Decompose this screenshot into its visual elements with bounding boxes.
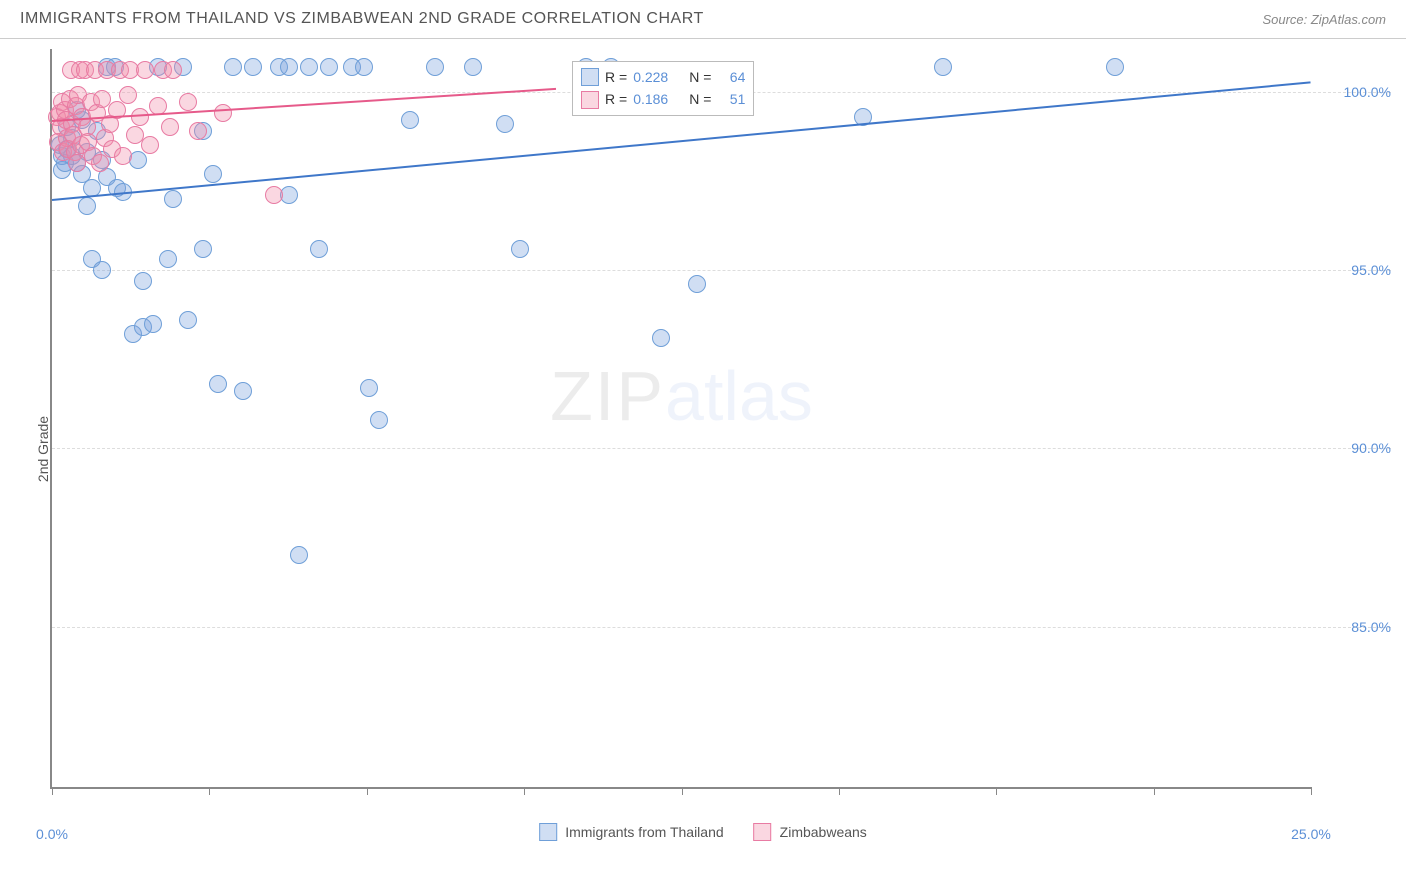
legend-swatch — [581, 68, 599, 86]
chart-header: IMMIGRANTS FROM THAILAND VS ZIMBABWEAN 2… — [0, 0, 1406, 39]
data-point — [234, 382, 252, 400]
data-point — [355, 58, 373, 76]
bottom-legend-label: Zimbabweans — [780, 824, 867, 840]
data-point — [290, 546, 308, 564]
data-point — [496, 115, 514, 133]
x-tick-mark — [209, 787, 210, 795]
plot-region: ZIPatlas 100.0%95.0%90.0%85.0%0.0%25.0%R… — [50, 49, 1311, 789]
watermark: ZIPatlas — [550, 356, 813, 436]
data-point — [511, 240, 529, 258]
data-point — [164, 190, 182, 208]
x-tick-mark — [996, 787, 997, 795]
chart-source: Source: ZipAtlas.com — [1262, 12, 1386, 27]
gridline — [52, 448, 1391, 449]
bottom-legend: Immigrants from Thailand Zimbabweans — [539, 823, 867, 841]
legend-swatch — [754, 823, 772, 841]
legend-n-label: N = — [689, 66, 711, 88]
legend-row: R = 0.228 N = 64 — [581, 66, 745, 88]
legend-n-label: N = — [689, 88, 711, 110]
data-point — [93, 261, 111, 279]
x-tick-mark — [524, 787, 525, 795]
legend-n-value: 51 — [717, 88, 745, 110]
data-point — [194, 240, 212, 258]
chart-area: 2nd Grade ZIPatlas 100.0%95.0%90.0%85.0%… — [0, 39, 1406, 859]
gridline — [52, 270, 1391, 271]
y-axis-label: 2nd Grade — [35, 416, 51, 482]
legend-row: R = 0.186 N = 51 — [581, 88, 745, 110]
legend-r-value: 0.228 — [633, 66, 683, 88]
data-point — [159, 250, 177, 268]
legend-n-value: 64 — [717, 66, 745, 88]
y-tick-label: 95.0% — [1321, 262, 1391, 278]
data-point — [136, 61, 154, 79]
legend-swatch — [581, 91, 599, 109]
legend-r-label: R = — [605, 66, 627, 88]
data-point — [934, 58, 952, 76]
x-tick-label-right: 25.0% — [1291, 826, 1331, 842]
data-point — [320, 58, 338, 76]
x-tick-mark — [367, 787, 368, 795]
x-tick-mark — [52, 787, 53, 795]
data-point — [370, 411, 388, 429]
legend-r-value: 0.186 — [633, 88, 683, 110]
gridline — [52, 627, 1391, 628]
watermark-atlas: atlas — [665, 357, 813, 435]
data-point — [119, 86, 137, 104]
data-point — [204, 165, 222, 183]
data-point — [164, 61, 182, 79]
y-tick-label: 100.0% — [1321, 84, 1391, 100]
data-point — [209, 375, 227, 393]
data-point — [464, 58, 482, 76]
data-point — [360, 379, 378, 397]
data-point — [179, 93, 197, 111]
data-point — [161, 118, 179, 136]
data-point — [244, 58, 262, 76]
x-tick-mark — [682, 787, 683, 795]
data-point — [78, 197, 96, 215]
x-tick-mark — [839, 787, 840, 795]
data-point — [189, 122, 207, 140]
chart-title: IMMIGRANTS FROM THAILAND VS ZIMBABWEAN 2… — [20, 10, 704, 28]
y-tick-label: 85.0% — [1321, 619, 1391, 635]
watermark-zip: ZIP — [550, 357, 665, 435]
data-point — [214, 104, 232, 122]
data-point — [426, 58, 444, 76]
data-point — [114, 147, 132, 165]
data-point — [300, 58, 318, 76]
data-point — [141, 136, 159, 154]
data-point — [91, 154, 109, 172]
y-tick-label: 90.0% — [1321, 440, 1391, 456]
data-point — [179, 311, 197, 329]
bottom-legend-item: Immigrants from Thailand — [539, 823, 723, 841]
bottom-legend-label: Immigrants from Thailand — [565, 824, 723, 840]
data-point — [134, 272, 152, 290]
x-tick-label-left: 0.0% — [36, 826, 68, 842]
data-point — [1106, 58, 1124, 76]
data-point — [310, 240, 328, 258]
legend-r-label: R = — [605, 88, 627, 110]
x-tick-mark — [1311, 787, 1312, 795]
data-point — [688, 275, 706, 293]
legend-swatch — [539, 823, 557, 841]
x-tick-mark — [1154, 787, 1155, 795]
data-point — [401, 111, 419, 129]
data-point — [144, 315, 162, 333]
data-point — [224, 58, 242, 76]
data-point — [652, 329, 670, 347]
legend-box: R = 0.228 N = 64 R = 0.186 N = 51 — [572, 61, 754, 116]
data-point — [265, 186, 283, 204]
bottom-legend-item: Zimbabweans — [754, 823, 867, 841]
data-point — [280, 58, 298, 76]
